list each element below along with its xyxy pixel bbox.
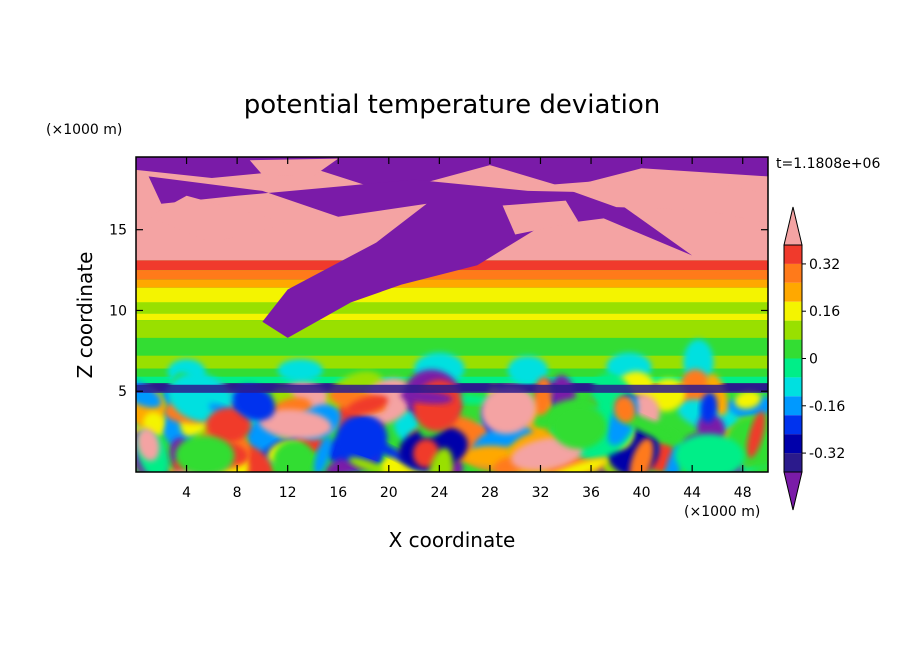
field-patch [335, 414, 388, 465]
colorbar-tick-label: -0.16 [809, 399, 845, 415]
heatmap-field [136, 157, 768, 472]
x-tick-label: 28 [481, 485, 499, 501]
field-band [136, 384, 768, 393]
field-patch [502, 200, 579, 235]
x-tick-label: 40 [633, 485, 651, 501]
colorbar-tick-label: 0.16 [809, 304, 840, 320]
y-unit-label: (×1000 m) [46, 122, 122, 138]
y-tick-label: 10 [109, 303, 127, 319]
field-patch [700, 392, 718, 423]
field-patch [348, 457, 385, 472]
colorbar-swatch [784, 396, 802, 416]
field-patch [232, 385, 276, 421]
field-patch [206, 407, 252, 443]
field-band [136, 279, 768, 288]
field-patch [175, 435, 235, 472]
field-patch [629, 438, 654, 472]
x-tick-label: 4 [182, 485, 191, 501]
colorbar-swatch [784, 301, 802, 321]
colorbar: 0.32 0.16 0 -0.16 -0.32 [783, 206, 845, 511]
colorbar-bottom-arrow [783, 471, 803, 511]
x-tick-label: 24 [430, 485, 448, 501]
field-patch [313, 436, 332, 472]
field-patch [400, 390, 453, 404]
x-tick-label: 16 [329, 485, 347, 501]
colorbar-swatch [784, 245, 802, 264]
x-tick-label: 12 [279, 485, 297, 501]
x-unit-label: (×1000 m) [684, 504, 760, 520]
field-patch [273, 440, 315, 472]
colorbar-tick-label: 0.32 [809, 257, 840, 273]
field-patch [346, 395, 389, 415]
field-patch [614, 395, 636, 423]
colorbar-swatch [784, 434, 802, 454]
x-tick-label: 32 [532, 485, 550, 501]
time-label: t=1.1808e+06 [776, 156, 880, 172]
field-patch [553, 174, 768, 224]
x-tick-label: 44 [683, 485, 701, 501]
field-band [136, 313, 768, 321]
colorbar-tick-label: -0.32 [809, 446, 845, 462]
field-patch [277, 358, 324, 382]
field-patch [148, 195, 288, 243]
colorbar-swatch [784, 377, 802, 397]
y-axis-label: Z coordinate [73, 252, 97, 379]
colorbar-swatch [784, 263, 802, 283]
field-band [136, 337, 768, 356]
x-tick-label: 48 [734, 485, 752, 501]
colorbar-swatch [784, 282, 802, 302]
field-patch [511, 437, 583, 471]
colorbar-swatch [784, 415, 802, 435]
colorbar-tick-label: 0 [809, 352, 818, 368]
x-axis-label: X coordinate [389, 528, 516, 552]
field-band [136, 320, 768, 338]
field-band [136, 270, 768, 280]
field-patch [136, 378, 162, 408]
y-tick-label: 5 [118, 384, 127, 400]
field-band [136, 302, 768, 314]
field-patch [249, 158, 339, 177]
x-tick-label: 36 [582, 485, 600, 501]
field-patch [734, 390, 761, 409]
chart-title: potential temperature deviation [244, 90, 660, 120]
x-tick-label: 20 [380, 485, 398, 501]
field-patch [544, 458, 608, 472]
colorbar-swatch [784, 339, 802, 359]
colorbar-top-arrow [783, 206, 803, 246]
y-axis: 5 10 15 [109, 223, 768, 400]
x-axis: 4 8 12 16 20 24 28 32 36 40 44 48 [182, 157, 752, 501]
y-tick-label: 15 [109, 223, 127, 239]
colorbar-swatch [784, 320, 802, 340]
field-patch [137, 428, 160, 461]
field-patch [481, 386, 537, 434]
field-patch [143, 412, 165, 434]
field-patch [259, 409, 332, 439]
colorbar-swatch [784, 358, 802, 378]
colorbar-swatch [784, 453, 802, 472]
field-patch [551, 404, 607, 449]
field-patch [746, 411, 766, 459]
x-tick-label: 8 [233, 485, 242, 501]
plot-frame [135, 156, 769, 473]
field-band [136, 287, 768, 303]
field-patch [507, 355, 549, 385]
